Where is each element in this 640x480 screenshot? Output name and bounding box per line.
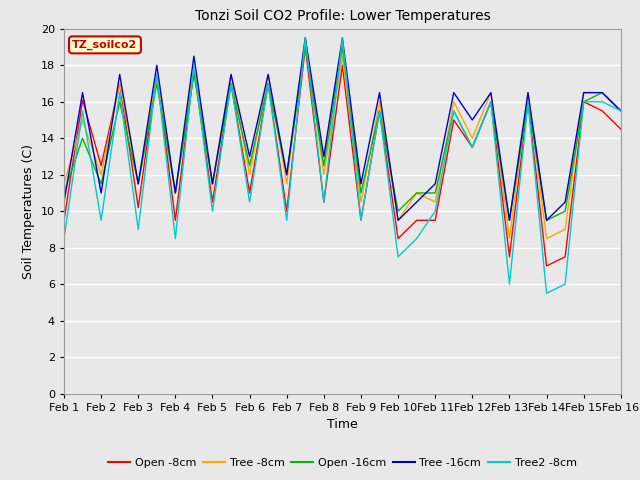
X-axis label: Time: Time <box>327 418 358 431</box>
Text: TZ_soilco2: TZ_soilco2 <box>72 40 138 50</box>
Y-axis label: Soil Temperatures (C): Soil Temperatures (C) <box>22 144 35 279</box>
Title: Tonzi Soil CO2 Profile: Lower Temperatures: Tonzi Soil CO2 Profile: Lower Temperatur… <box>195 10 490 24</box>
Legend: Open -8cm, Tree -8cm, Open -16cm, Tree -16cm, Tree2 -8cm: Open -8cm, Tree -8cm, Open -16cm, Tree -… <box>104 454 581 473</box>
